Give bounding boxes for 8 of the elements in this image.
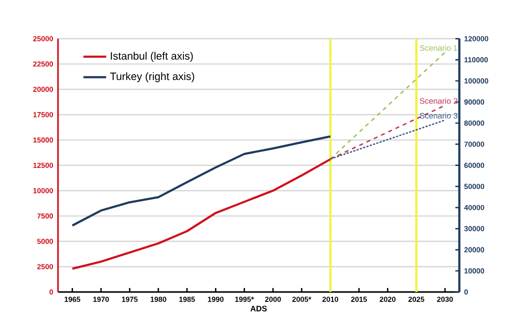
legend-label: Istanbul (left axis) (110, 52, 193, 62)
series-label: Scenario 3 (420, 112, 458, 118)
legend-label: Turkey (right axis) (110, 72, 194, 82)
x-axis-title: ADS (250, 306, 267, 312)
series-label: Scenario 2 (420, 98, 458, 104)
line-series (71, 158, 332, 270)
line-series (71, 135, 332, 226)
series-label: Scenario 1 (420, 44, 458, 51)
